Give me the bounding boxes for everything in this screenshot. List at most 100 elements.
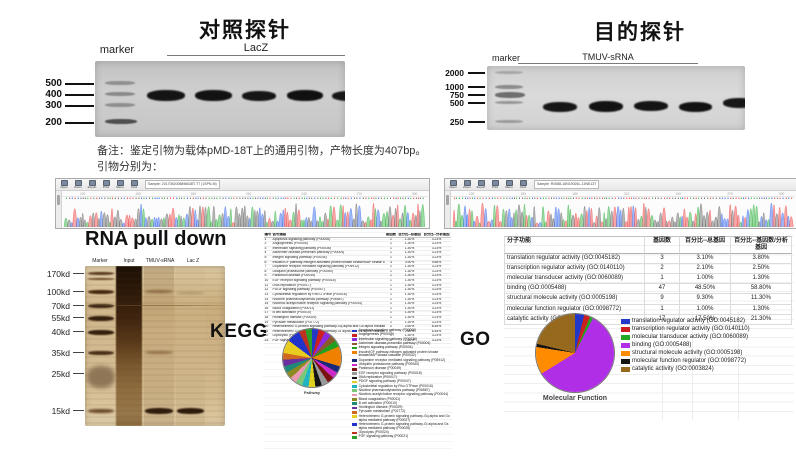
- gel-band: [145, 408, 173, 414]
- table-cell: 9: [264, 274, 272, 280]
- table-cell: Integrin signaling pathway (P00034): [272, 256, 385, 261]
- legend-item: catalytic activity (GO:0003824): [621, 366, 793, 373]
- table-cell: 9.30%: [680, 294, 731, 305]
- toolbar-button-open[interactable]: Open: [58, 179, 70, 189]
- table-row: 20 Heterotrimeric G-protein signaling pat…: [264, 325, 451, 330]
- table-cell: 3.23%: [422, 321, 451, 326]
- legend-label: catalytic activity (GO:0003824): [632, 366, 714, 373]
- table-cell: 3.80%: [731, 254, 792, 265]
- weight-tick: [73, 373, 84, 374]
- toolbar-button-menu[interactable]: Menu: [503, 179, 515, 189]
- table-cell: 1: [385, 293, 397, 298]
- toolbar-button-icon: [477, 179, 485, 186]
- table-cell: 1: [645, 274, 680, 285]
- table-cell: 16: [264, 307, 272, 312]
- slider-handle-icon[interactable]: [57, 195, 60, 205]
- table-cell: 14: [264, 298, 272, 303]
- svg-text:240: 240: [301, 192, 307, 196]
- table-cell: 10: [264, 279, 272, 284]
- slider-handle-icon[interactable]: [446, 195, 449, 205]
- table-cell: 1: [385, 288, 397, 293]
- table-cell: 3.23%: [422, 251, 451, 257]
- ladder-label: 200: [45, 117, 62, 128]
- lane-label: TMUV-sRNA: [145, 258, 175, 264]
- table-cell: 1: [385, 274, 397, 280]
- table-cell: 1.00%: [680, 274, 731, 285]
- svg-text:180: 180: [191, 192, 197, 196]
- legend-item: transcription regulator activity (GO:014…: [621, 326, 793, 333]
- toolbar-button-export[interactable]: Export: [475, 179, 487, 189]
- table-cell: 1.30%: [397, 274, 422, 280]
- legend-item: B cell activation (P00010): [352, 401, 451, 406]
- table-cell: 3.23%: [422, 339, 451, 344]
- go-pie-axis-label: Molecular Function: [542, 395, 608, 402]
- column-header: 编号: [264, 233, 272, 238]
- toolbar-button-label: Print: [102, 184, 110, 189]
- table-row: 12 PDGF signaling pathway (P00047) 1 1.30% 3…: [264, 288, 451, 293]
- gel-band: [88, 290, 114, 294]
- legend-label: Cytoskeletal regulation by Rho GTPase (P…: [358, 383, 433, 388]
- table-cell: 1: [385, 298, 397, 303]
- gel-band: [88, 304, 114, 308]
- trace-zoom-slider[interactable]: [445, 191, 451, 228]
- legend-swatch: [352, 398, 357, 401]
- toolbar-button-zoom[interactable]: Zoom: [72, 179, 84, 189]
- table-cell: 1.30%: [397, 321, 422, 326]
- legend-swatch: [352, 329, 357, 333]
- toolbar-button-icon: [60, 179, 68, 186]
- gel-band: [242, 91, 276, 101]
- legend-label: Heterotrimeric G-protein signaling pathw…: [358, 421, 449, 430]
- toolbar-button-print[interactable]: Print: [100, 179, 112, 189]
- toolbar-button-open[interactable]: Open: [447, 179, 459, 189]
- ladder-label: 500: [449, 98, 464, 108]
- column-header: 百分比--基因数/分析基因: [731, 236, 792, 255]
- toolbar-button-find[interactable]: Find: [128, 179, 140, 189]
- table-row: molecular transducer activity (GO:006008…: [504, 274, 792, 285]
- toolbar-button-menu[interactable]: Menu: [114, 179, 126, 189]
- legend-label: Angiogenesis (P00005): [358, 332, 394, 337]
- lane-underline: [518, 63, 698, 64]
- legend-swatch: [352, 351, 357, 354]
- toolbar-button-export[interactable]: Export: [86, 179, 98, 189]
- legend-item: Interleukin signaling pathway (P00036): [352, 337, 451, 342]
- legend-item: Nicotinic acetylcholine receptor signali…: [352, 392, 451, 397]
- table-cell: Interleukin signaling pathway (P00036): [272, 247, 385, 252]
- table-cell: 3.23%: [422, 279, 451, 284]
- trace-zoom-slider[interactable]: [56, 191, 62, 228]
- svg-text:270: 270: [357, 192, 363, 196]
- target-gel-image: [487, 66, 745, 130]
- marker-lane-label: marker: [491, 53, 520, 63]
- table-cell: 3.23%: [422, 242, 451, 247]
- table-cell: 1.30%: [397, 284, 422, 289]
- toolbar-button-zoom[interactable]: Zoom: [461, 179, 473, 189]
- legend-label: Alzheimer disease-presenilin pathway (P0…: [358, 340, 431, 345]
- go-section-label: GO: [460, 329, 491, 350]
- legend-label: molecular transducer activity (GO:006008…: [632, 334, 749, 341]
- weight-label: 70kd: [51, 301, 70, 311]
- table-row: 9 Parkinson disease (P00049) 1 1.30% 3.23%: [264, 274, 451, 280]
- table-cell: 18: [264, 316, 272, 321]
- column-header: 分子功能: [504, 236, 645, 255]
- toolbar-button-icon: [519, 179, 527, 186]
- toolbar-button-find[interactable]: Find: [517, 179, 529, 189]
- table-header-row: 编号 信号通路 基因数 百分比--总基因 百分比--分析基因: [264, 233, 451, 238]
- legend-item: DNA replication (P00017): [352, 375, 451, 380]
- weight-tick: [73, 331, 84, 332]
- table-cell: 21: [264, 330, 272, 335]
- legend-label: Pyruvate metabolism (P02772): [358, 409, 406, 414]
- table-cell: 3.23%: [422, 334, 451, 340]
- table-cell: 1: [645, 304, 680, 315]
- toolbar-button-icon: [116, 179, 124, 186]
- table-cell: 2: [385, 330, 397, 335]
- table-cell: 15: [264, 302, 272, 307]
- table-row: 6 Insulin/IGF pathway-mitogen activated p…: [264, 261, 451, 266]
- table-cell: 2.50%: [731, 264, 792, 275]
- chromatogram-toolbar: Open Zoom Export Print Menu Find Sample: 2017…: [56, 179, 429, 191]
- toolbar-button-label: Menu: [505, 184, 513, 189]
- gel-band: [145, 290, 173, 293]
- table-cell: 1.30%: [731, 304, 792, 315]
- table-row: 13 Cytoskeletal regulation by Rho GTPase …: [264, 293, 451, 298]
- toolbar-button-print[interactable]: Print: [489, 179, 501, 189]
- column-header: 基因数: [645, 236, 680, 255]
- legend-swatch: [621, 367, 630, 372]
